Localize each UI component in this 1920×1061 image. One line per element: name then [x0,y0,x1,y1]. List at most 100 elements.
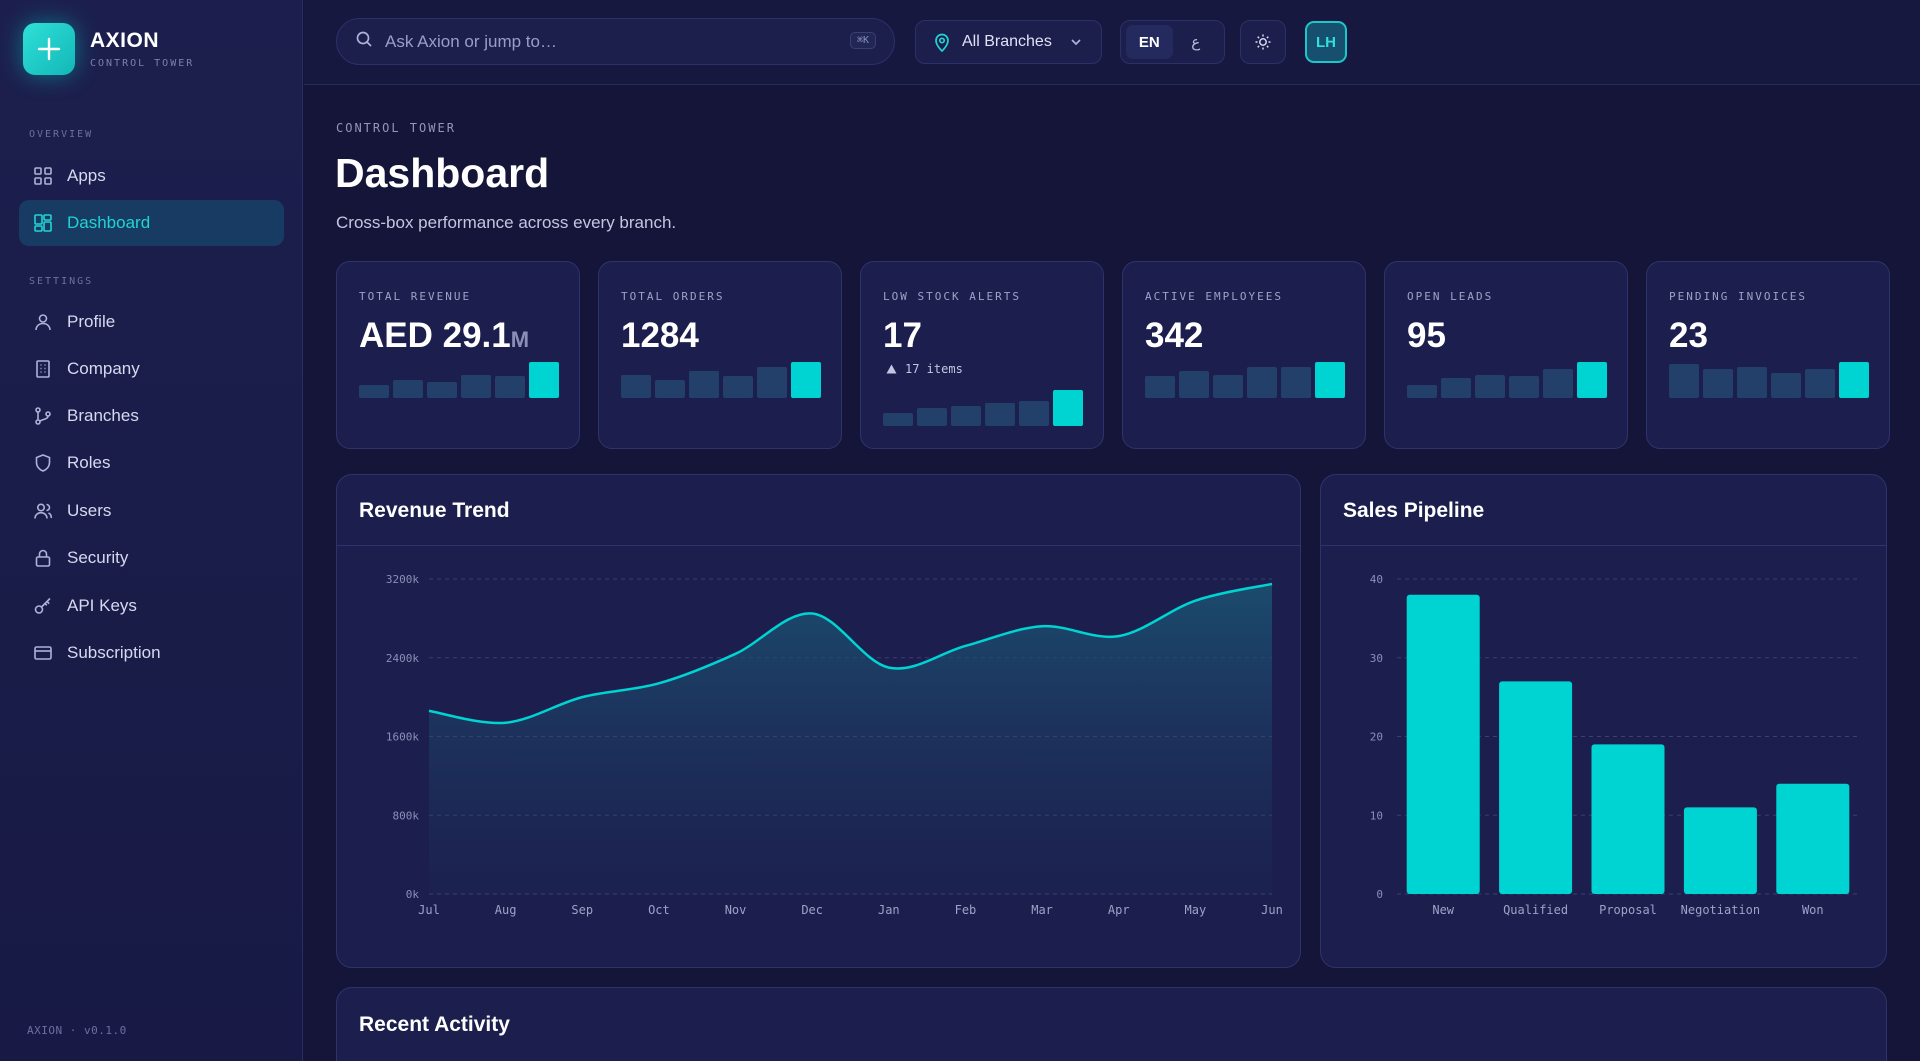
sparkline-bar [1577,362,1607,398]
sidebar-item-subscription[interactable]: Subscription [19,630,284,676]
y-tick-label: 20 [1370,731,1383,744]
sparkline-bar [495,376,525,398]
sparkline-bar [1509,376,1539,398]
dashboard-icon [33,213,53,233]
search-box[interactable]: ⌘K [336,18,895,65]
sidebar-item-security[interactable]: Security [19,535,284,581]
sidebar-item-label: Subscription [67,643,161,662]
page-subtitle: Cross-box performance across every branc… [336,213,677,232]
chevron-down-icon [1069,35,1083,54]
kpi-note: 17 items [886,362,963,376]
sparkline-bar [1703,369,1733,398]
y-tick-label: 30 [1370,652,1383,665]
sidebar-item-dashboard[interactable]: Dashboard [19,200,284,246]
sidebar-item-users[interactable]: Users [19,488,284,534]
brand-subtitle: CONTROL TOWER [90,58,195,69]
sparkline-bar [655,380,685,398]
kpi-card-active-employees[interactable]: ACTIVE EMPLOYEES 342 [1122,261,1366,449]
sparkline-bar [461,374,491,398]
language-switcher: EN ع [1120,20,1225,64]
sidebar-item-label: Apps [67,166,106,185]
sidebar: AXION CONTROL TOWER OVERVIEW Apps Dashbo… [0,0,303,1061]
sales-pipeline-card: Sales Pipeline 0 10 20 30 40 New Qualified Prop… [1320,474,1887,968]
card-divider [337,545,1300,546]
sparkline-bar [1281,367,1311,398]
revenue-area [429,583,1272,894]
kpi-card-low-stock-alerts[interactable]: LOW STOCK ALERTS 17 17 items [860,261,1104,449]
sparkline-bar [1771,372,1801,398]
search-icon [355,30,373,53]
sparkline-bar [689,371,719,398]
x-tick-label: Jun [1261,903,1283,917]
users-icon [33,501,53,521]
kpi-card-total-orders[interactable]: TOTAL ORDERS 1284 [598,261,842,449]
kpi-value-unit: M [510,327,530,352]
card-title: Sales Pipeline [1343,499,1485,522]
credit-card-icon [33,643,53,663]
sidebar-item-company[interactable]: Company [19,346,284,392]
kpi-card-pending-invoices[interactable]: PENDING INVOICES 23 [1646,261,1890,449]
sidebar-item-branches[interactable]: Branches [19,393,284,439]
branch-select[interactable]: All Branches [915,20,1102,64]
kpi-label: TOTAL ORDERS [621,290,725,303]
kpi-value: 1284 [621,316,699,355]
sidebar-item-profile[interactable]: Profile [19,299,284,345]
kpi-card-open-leads[interactable]: OPEN LEADS 95 [1384,261,1628,449]
sparkline-bar [427,381,457,398]
x-tick-label: Dec [801,903,823,917]
y-tick-label: 2400k [386,652,419,665]
x-tick-label: New [1432,903,1454,917]
y-tick-label: 40 [1370,573,1383,586]
sparkline-bar [1179,371,1209,398]
kpi-sparkline [883,386,1083,426]
lock-icon [33,548,53,568]
y-tick-label: 3200k [386,573,419,586]
sparkline-bar [883,413,913,426]
kpi-card-total-revenue[interactable]: TOTAL REVENUE AED 29.1M [336,261,580,449]
sparkline-bar [951,406,981,426]
theme-toggle-button[interactable] [1240,20,1286,64]
building-icon [33,359,53,379]
user-icon [33,312,53,332]
x-tick-label: Jul [418,903,440,917]
recent-activity-card: Recent Activity [336,987,1887,1061]
kpi-sparkline [1145,358,1345,398]
x-tick-label: Proposal [1599,903,1657,917]
grid-icon [33,166,53,186]
y-tick-label: 10 [1370,809,1383,822]
branches-icon [33,406,53,426]
sparkline-bar [1213,374,1243,398]
card-divider [1321,545,1886,546]
revenue-trend-card: Revenue Trend 0k 800k 1600k 2400k 3200k Jul Au… [336,474,1301,968]
kpi-label: ACTIVE EMPLOYEES [1145,290,1283,303]
x-tick-label: Nov [725,903,747,917]
sparkline-bar [393,380,423,398]
sales-pipeline-chart: 0 10 20 30 40 New Qualified Proposal Negotiation… [1370,573,1859,917]
x-tick-label: Negotiation [1681,903,1760,917]
avatar[interactable]: LH [1305,21,1347,63]
sidebar-item-roles[interactable]: Roles [19,440,284,486]
kpi-sparkline [1669,358,1869,398]
sparkline-bar [359,385,389,398]
sidebar-item-apps[interactable]: Apps [19,153,284,199]
x-tick-label: Sep [571,903,593,917]
sidebar-item-label: Roles [67,453,111,472]
y-tick-label: 1600k [386,731,419,744]
kpi-label: LOW STOCK ALERTS [883,290,1021,303]
kpi-value: 342 [1145,316,1204,355]
brand[interactable]: AXION CONTROL TOWER [23,23,194,75]
app-version: AXION · v0.1.0 [27,1024,127,1037]
language-en-button[interactable]: EN [1126,25,1173,59]
x-tick-label: Apr [1108,903,1130,917]
x-tick-label: Won [1802,903,1824,917]
search-input[interactable] [385,31,825,52]
kpi-sparkline [1407,358,1607,398]
kpi-label: PENDING INVOICES [1669,290,1807,303]
pipeline-bar [1776,783,1850,894]
kpi-note-text: 17 items [905,362,963,376]
sidebar-item-api-keys[interactable]: API Keys [19,583,284,629]
language-ar-button[interactable]: ع [1191,34,1201,51]
sparkline-bar [1737,367,1767,398]
brand-name: AXION [90,29,160,52]
sparkline-bar [529,362,559,398]
